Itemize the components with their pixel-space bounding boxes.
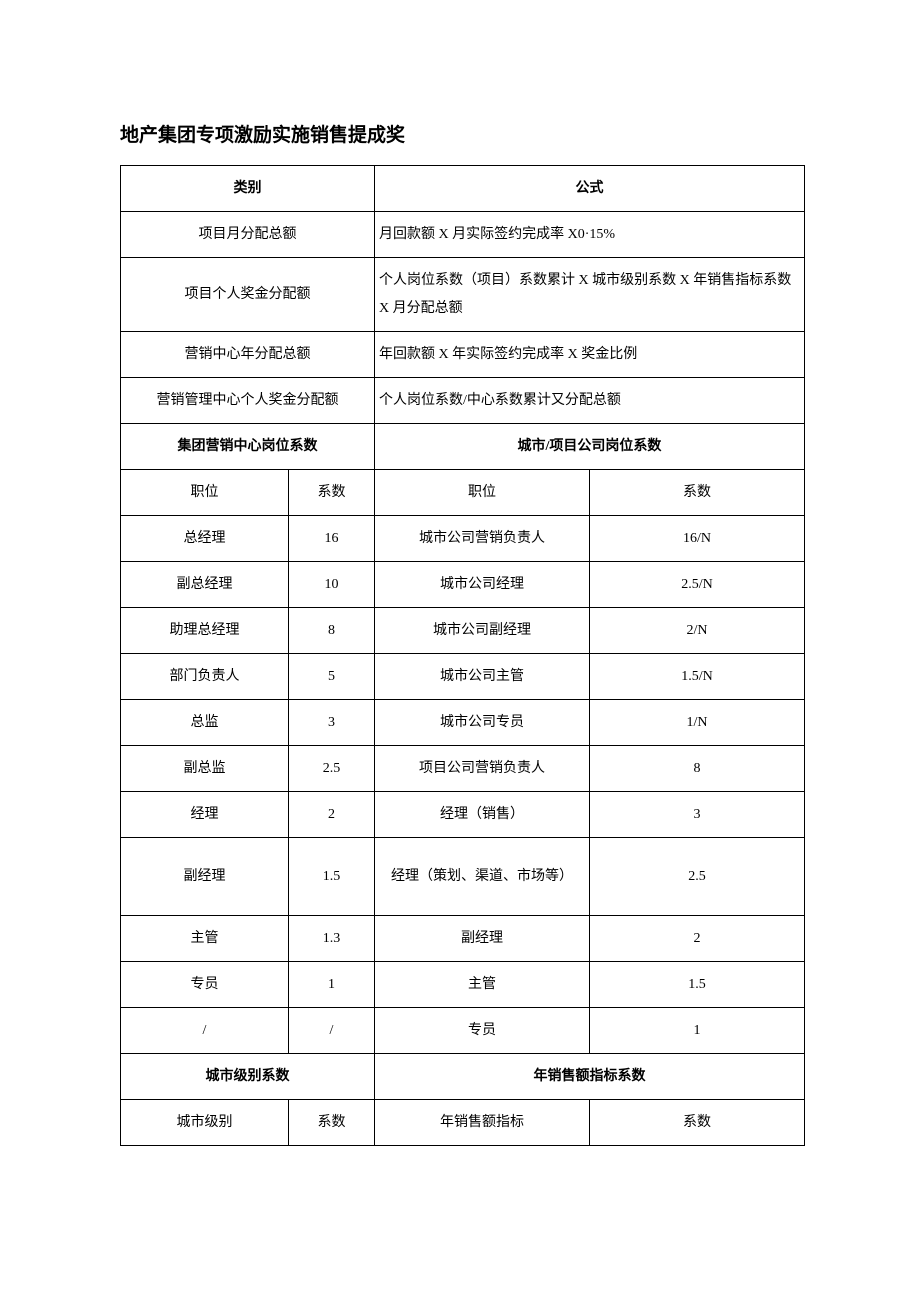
coef-cell: 8: [289, 608, 375, 654]
position-cell: /: [121, 1008, 289, 1054]
table-row: 营销管理中心个人奖金分配额 个人岗位系数/中心系数累计又分配总额: [121, 378, 805, 424]
table-row: 经理 2 经理（销售） 3: [121, 792, 805, 838]
position-cell: 经理: [121, 792, 289, 838]
table-row: 城市级别 系数 年销售额指标 系数: [121, 1100, 805, 1146]
header-sales-target: 年销售额指标系数: [375, 1054, 805, 1100]
coef-cell: 2.5: [590, 838, 805, 916]
coef-cell: 1.5/N: [590, 654, 805, 700]
coef-cell: 1: [590, 1008, 805, 1054]
table-row: / / 专员 1: [121, 1008, 805, 1054]
table-row: 副总经理 10 城市公司经理 2.5/N: [121, 562, 805, 608]
position-cell: 城市公司主管: [375, 654, 590, 700]
coef-cell: 1.5: [289, 838, 375, 916]
subheader-position1: 职位: [121, 470, 289, 516]
position-cell: 主管: [121, 916, 289, 962]
table-row: 主管 1.3 副经理 2: [121, 916, 805, 962]
subheader-coef: 系数: [590, 1100, 805, 1146]
position-cell: 专员: [121, 962, 289, 1008]
position-cell: 副经理: [375, 916, 590, 962]
table-row: 部门负责人 5 城市公司主管 1.5/N: [121, 654, 805, 700]
coef-cell: /: [289, 1008, 375, 1054]
category-cell: 项目个人奖金分配额: [121, 258, 375, 332]
table-row: 城市级别系数 年销售额指标系数: [121, 1054, 805, 1100]
coef-cell: 2: [590, 916, 805, 962]
table-row: 类别 公式: [121, 166, 805, 212]
position-cell: 专员: [375, 1008, 590, 1054]
subheader-position2: 职位: [375, 470, 590, 516]
header-category: 类别: [121, 166, 375, 212]
coef-cell: 5: [289, 654, 375, 700]
formula-cell: 个人岗位系数（项目）系数累计 X 城市级别系数 X 年销售指标系数 X 月分配总…: [375, 258, 805, 332]
category-cell: 营销中心年分配总额: [121, 332, 375, 378]
position-cell: 城市公司副经理: [375, 608, 590, 654]
header-group-coef: 集团营销中心岗位系数: [121, 424, 375, 470]
header-city-coef: 城市/项目公司岗位系数: [375, 424, 805, 470]
coef-cell: 16/N: [590, 516, 805, 562]
position-cell: 城市公司营销负责人: [375, 516, 590, 562]
position-cell: 经理（策划、渠道、市场等）: [375, 838, 590, 916]
coef-cell: 3: [289, 700, 375, 746]
coef-cell: 8: [590, 746, 805, 792]
coef-cell: 2: [289, 792, 375, 838]
table-row: 副总监 2.5 项目公司营销负责人 8: [121, 746, 805, 792]
coef-cell: 1/N: [590, 700, 805, 746]
incentive-table: 类别 公式 项目月分配总额 月回款额 X 月实际签约完成率 X0·15% 项目个…: [120, 165, 805, 1146]
subheader-sales-target: 年销售额指标: [375, 1100, 590, 1146]
coef-cell: 3: [590, 792, 805, 838]
position-cell: 助理总经理: [121, 608, 289, 654]
header-formula: 公式: [375, 166, 805, 212]
category-cell: 营销管理中心个人奖金分配额: [121, 378, 375, 424]
table-row: 项目月分配总额 月回款额 X 月实际签约完成率 X0·15%: [121, 212, 805, 258]
position-cell: 经理（销售）: [375, 792, 590, 838]
position-cell: 总监: [121, 700, 289, 746]
coef-cell: 1.3: [289, 916, 375, 962]
formula-cell: 个人岗位系数/中心系数累计又分配总额: [375, 378, 805, 424]
coef-cell: 1.5: [590, 962, 805, 1008]
coef-cell: 2.5/N: [590, 562, 805, 608]
coef-cell: 1: [289, 962, 375, 1008]
coef-cell: 10: [289, 562, 375, 608]
subheader-coef: 系数: [289, 1100, 375, 1146]
coef-cell: 2/N: [590, 608, 805, 654]
table-row: 集团营销中心岗位系数 城市/项目公司岗位系数: [121, 424, 805, 470]
table-row: 总经理 16 城市公司营销负责人 16/N: [121, 516, 805, 562]
position-cell: 总经理: [121, 516, 289, 562]
subheader-coef2: 系数: [590, 470, 805, 516]
position-cell: 项目公司营销负责人: [375, 746, 590, 792]
position-cell: 副总监: [121, 746, 289, 792]
table-row: 总监 3 城市公司专员 1/N: [121, 700, 805, 746]
header-city-level: 城市级别系数: [121, 1054, 375, 1100]
position-cell: 城市公司经理: [375, 562, 590, 608]
table-row: 副经理 1.5 经理（策划、渠道、市场等） 2.5: [121, 838, 805, 916]
table-row: 助理总经理 8 城市公司副经理 2/N: [121, 608, 805, 654]
coef-cell: 2.5: [289, 746, 375, 792]
formula-cell: 月回款额 X 月实际签约完成率 X0·15%: [375, 212, 805, 258]
table-row: 职位 系数 职位 系数: [121, 470, 805, 516]
subheader-coef1: 系数: [289, 470, 375, 516]
position-cell: 部门负责人: [121, 654, 289, 700]
category-cell: 项目月分配总额: [121, 212, 375, 258]
formula-cell: 年回款额 X 年实际签约完成率 X 奖金比例: [375, 332, 805, 378]
table-row: 营销中心年分配总额 年回款额 X 年实际签约完成率 X 奖金比例: [121, 332, 805, 378]
coef-cell: 16: [289, 516, 375, 562]
subheader-city-level: 城市级别: [121, 1100, 289, 1146]
table-row: 专员 1 主管 1.5: [121, 962, 805, 1008]
page-title: 地产集团专项激励实施销售提成奖: [120, 120, 800, 147]
position-cell: 主管: [375, 962, 590, 1008]
position-cell: 副总经理: [121, 562, 289, 608]
table-row: 项目个人奖金分配额 个人岗位系数（项目）系数累计 X 城市级别系数 X 年销售指…: [121, 258, 805, 332]
position-cell: 副经理: [121, 838, 289, 916]
position-cell: 城市公司专员: [375, 700, 590, 746]
